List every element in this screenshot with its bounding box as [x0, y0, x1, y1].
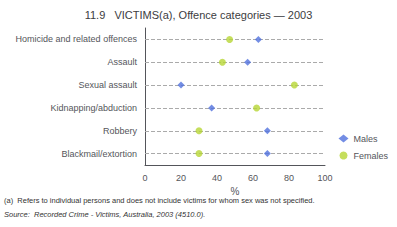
svg-text:20: 20 [176, 173, 186, 183]
svg-text:11.9 VICTIMS(a), Offence cat: 11.9 VICTIMS(a), Offence categories — 20… [85, 9, 313, 21]
svg-text:Females: Females [353, 151, 388, 161]
svg-text:80: 80 [284, 173, 294, 183]
svg-text:(a) Refers to individual pers: (a) Refers to individual persons and doe… [4, 196, 315, 205]
svg-text:Blackmail/extortion: Blackmail/extortion [61, 149, 137, 159]
svg-text:Robbery: Robbery [103, 126, 138, 136]
svg-text:40: 40 [212, 173, 222, 183]
svg-text:60: 60 [248, 173, 258, 183]
svg-text:Homicide and related offences: Homicide and related offences [16, 34, 138, 44]
svg-text:Source: Recorded Crime - Vict: Source: Recorded Crime - Victims, Austra… [4, 210, 205, 219]
svg-text:Males: Males [353, 134, 378, 144]
svg-text:Assault: Assault [107, 57, 137, 67]
svg-text:0: 0 [142, 173, 147, 183]
svg-text:Kidnapping/abduction: Kidnapping/abduction [50, 103, 137, 113]
svg-text:%: % [231, 186, 240, 197]
svg-text:100: 100 [317, 173, 332, 183]
svg-text:Sexual assault: Sexual assault [78, 80, 137, 90]
